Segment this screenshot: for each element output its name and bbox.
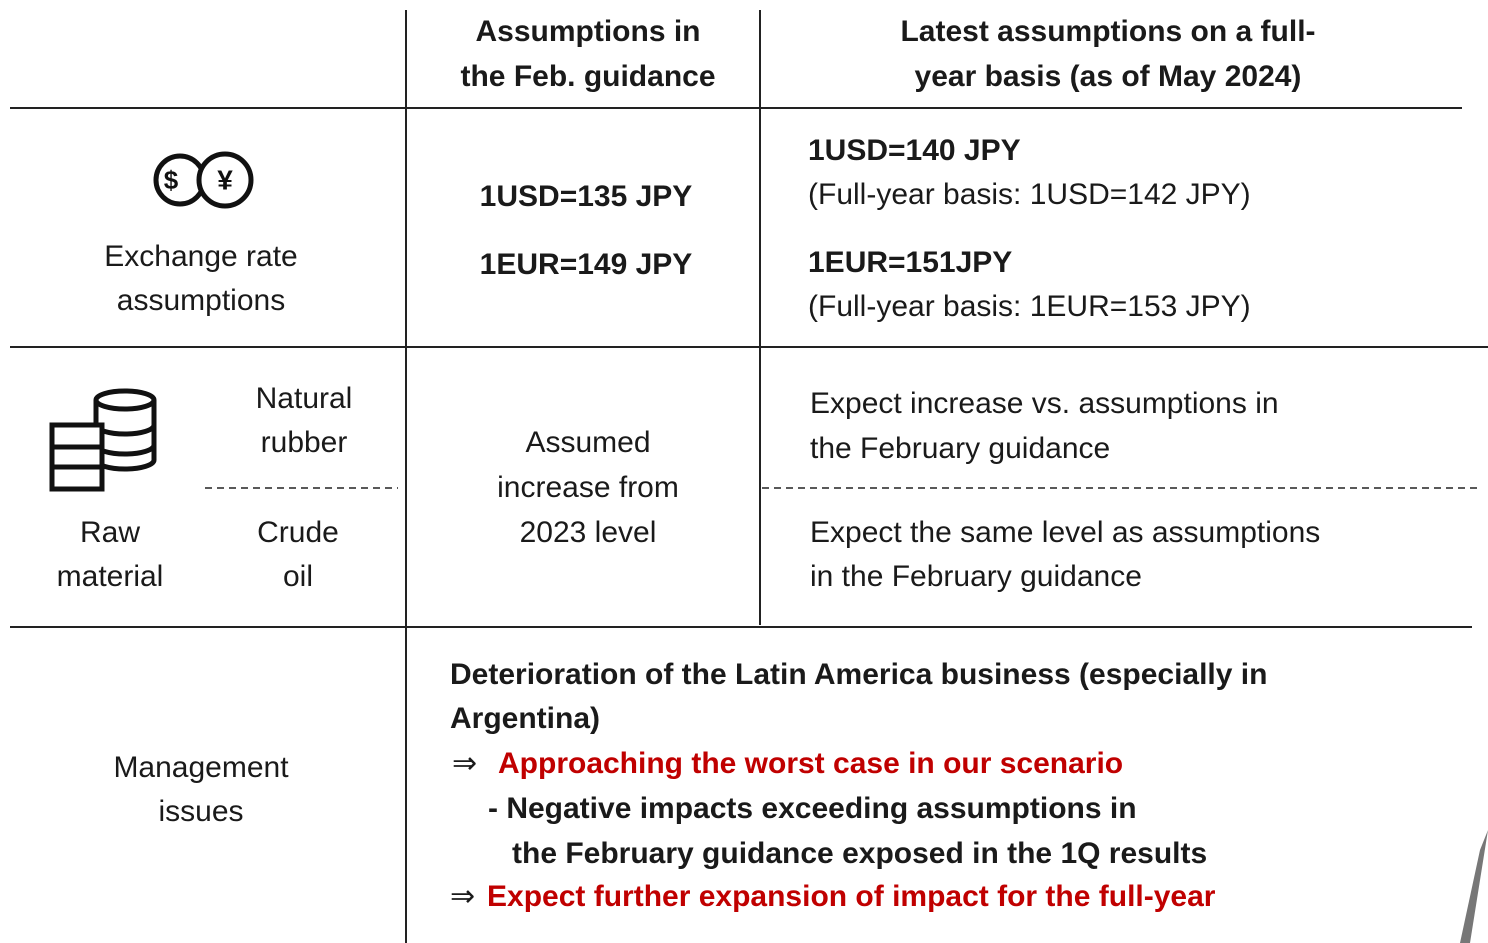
cell-text: Expect the same level as assumptions [810,516,1320,549]
row-label: Raw [80,516,140,549]
issue-text: Argentina) [450,702,600,735]
header-text: the Feb. guidance [460,60,715,93]
header-text: year basis (as of May 2024) [915,60,1302,93]
issue-text: - Negative impacts exceeding assumptions… [488,792,1137,825]
row-label: issues [158,795,243,828]
cell-text: 1EUR=149 JPY [480,248,693,281]
cell-text: increase from [497,471,679,504]
cell-text: 1USD=135 JPY [480,180,693,213]
item-label: oil [283,560,313,593]
currency-icon: $ ¥ [153,151,254,209]
table-rules [10,10,1488,943]
cell-text: the February guidance [810,432,1110,465]
row-label: Management [113,751,289,784]
row-label: material [57,560,164,593]
material-icon [49,388,157,492]
arrow: ⇒ [450,880,475,913]
issue-text: the February guidance exposed in the 1Q … [512,837,1207,870]
issue-highlight: Expect further expansion of impact for t… [487,880,1216,913]
corner-decoration [1460,830,1488,943]
issue-highlight: Approaching the worst case in our scenar… [498,747,1123,780]
svg-text:$: $ [164,165,179,195]
cell-text: (Full-year basis: 1EUR=153 JPY) [808,290,1251,323]
cell-text: Expect increase vs. assumptions in [810,387,1279,420]
cell-text: 1USD=140 JPY [808,134,1021,167]
arrow: ⇒ [452,747,477,780]
cell-text: in the February guidance [810,560,1142,593]
row-label: assumptions [117,284,285,317]
cell-text: (Full-year basis: 1USD=142 JPY) [808,178,1251,211]
item-label: rubber [261,426,348,459]
issue-text: Deterioration of the Latin America busin… [450,658,1267,691]
header-text: Assumptions in [475,15,700,48]
item-label: Crude [257,516,339,549]
row-label: Exchange rate [104,240,297,273]
cell-text: Assumed [525,426,650,459]
item-label: Natural [256,382,353,415]
cell-text: 2023 level [520,516,657,549]
header-text: Latest assumptions on a full- [900,15,1315,48]
svg-text:¥: ¥ [217,164,233,195]
cell-text: 1EUR=151JPY [808,246,1012,279]
